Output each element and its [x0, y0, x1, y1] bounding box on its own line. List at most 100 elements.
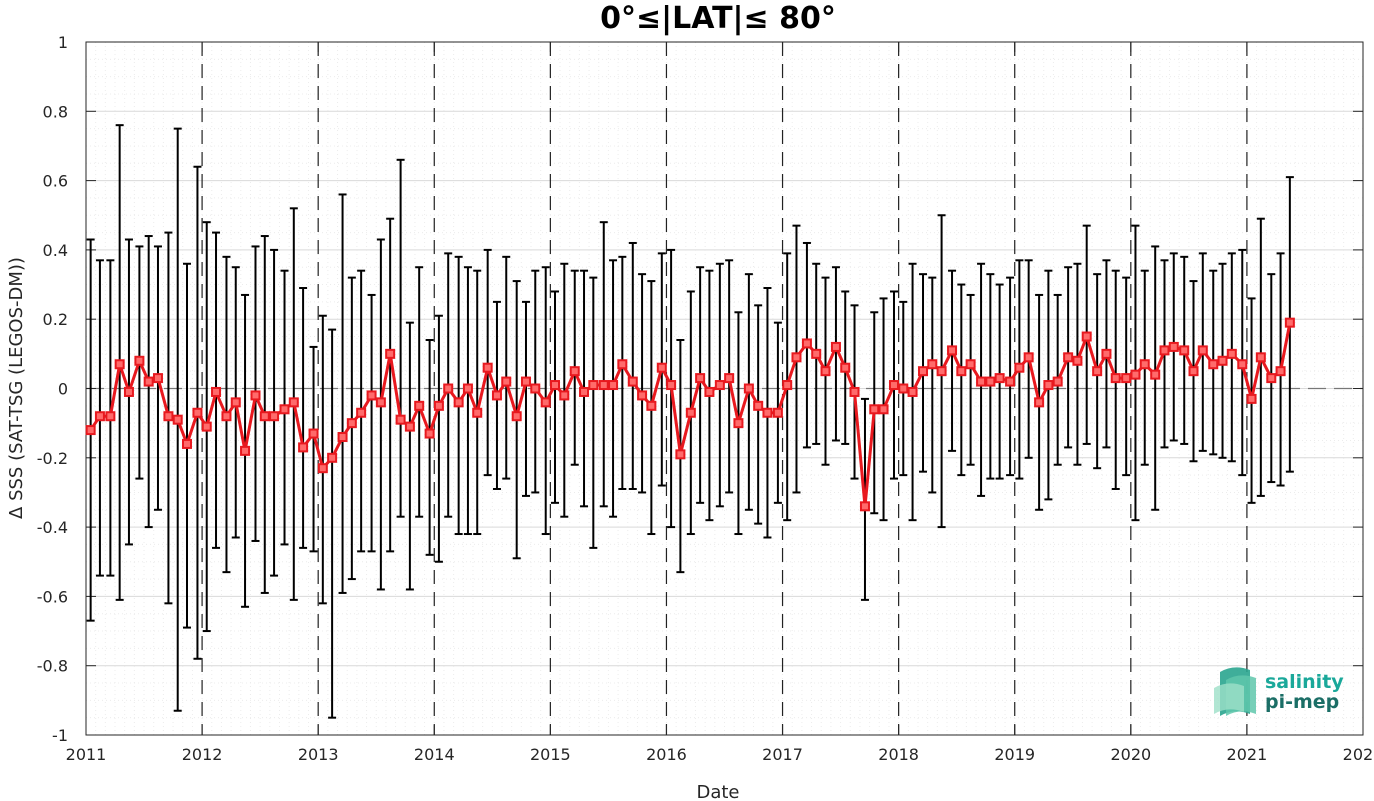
logo-waves-icon — [1214, 667, 1256, 716]
x-tick-label: 2022 — [1343, 745, 1374, 764]
data-point — [1168, 341, 1179, 352]
data-point — [1179, 345, 1190, 356]
data-point — [1063, 352, 1074, 363]
data-point — [859, 501, 870, 512]
chart-title: 0°≤|LAT|≤ 80° — [600, 1, 836, 36]
logo-text-pi-mep: pi-mep — [1265, 691, 1339, 713]
data-point — [869, 404, 880, 415]
data-point — [1266, 373, 1277, 384]
data-point — [695, 373, 706, 384]
data-point — [936, 366, 947, 377]
data-point — [878, 404, 889, 415]
data-point — [511, 411, 522, 422]
y-tick-label: -0.8 — [37, 657, 68, 676]
data-point — [491, 390, 502, 401]
data-point — [375, 397, 386, 408]
data-point — [1208, 359, 1219, 370]
data-point — [201, 421, 212, 432]
data-point — [288, 397, 299, 408]
data-point — [462, 383, 473, 394]
data-point — [298, 442, 309, 453]
data-point — [443, 383, 454, 394]
data-point — [956, 366, 967, 377]
data-point — [1226, 348, 1237, 359]
data-point — [143, 376, 154, 387]
salinity-pi-mep-logo: salinity pi-mep — [1214, 667, 1344, 716]
data-point — [1023, 352, 1034, 363]
x-tick-label: 2019 — [994, 745, 1035, 764]
data-point — [404, 421, 415, 432]
data-point — [1081, 331, 1092, 342]
data-point — [1052, 376, 1063, 387]
x-tick-label: 2012 — [182, 745, 223, 764]
data-point — [114, 359, 125, 370]
data-point — [337, 432, 348, 443]
data-point — [656, 362, 667, 373]
data-point — [791, 352, 802, 363]
data-point — [685, 407, 696, 418]
data-point — [1092, 366, 1103, 377]
data-point — [317, 463, 328, 474]
data-point — [123, 386, 134, 397]
data-point — [1284, 317, 1295, 328]
data-point — [888, 380, 899, 391]
data-point — [849, 386, 860, 397]
y-tick-label: -0.4 — [37, 518, 68, 537]
x-axis-label: Date — [696, 782, 739, 801]
y-tick-label: -0.2 — [37, 449, 68, 468]
data-point — [230, 397, 241, 408]
data-point — [927, 359, 938, 370]
y-axis-label: Δ SSS (SAT-TSG (LEGOS-DM)) — [6, 257, 27, 519]
data-point — [608, 380, 619, 391]
y-tick-label: 0.6 — [43, 172, 68, 191]
data-point — [598, 380, 609, 391]
data-point — [1188, 366, 1199, 377]
data-point — [181, 438, 192, 449]
data-point — [965, 359, 976, 370]
data-point — [811, 348, 822, 359]
data-point — [279, 404, 290, 415]
data-point — [753, 400, 764, 411]
data-point — [646, 400, 657, 411]
x-tick-label: 2013 — [298, 745, 339, 764]
data-point — [259, 411, 270, 422]
data-point — [976, 376, 987, 387]
data-point — [453, 397, 464, 408]
data-point — [366, 390, 377, 401]
data-point — [1255, 352, 1266, 363]
logo-text-salinity: salinity — [1265, 671, 1344, 693]
data-point — [346, 418, 357, 429]
data-point — [898, 383, 909, 394]
data-point — [675, 449, 686, 460]
data-point — [1005, 376, 1016, 387]
data-point — [830, 341, 841, 352]
data-point — [985, 376, 996, 387]
data-point — [530, 383, 541, 394]
data-point — [356, 407, 367, 418]
x-tick-label: 2016 — [646, 745, 687, 764]
data-point — [1072, 355, 1083, 366]
data-point — [85, 425, 96, 436]
data-point — [772, 407, 783, 418]
x-tick-label: 2020 — [1110, 745, 1151, 764]
data-point — [994, 373, 1005, 384]
x-tick-label: 2017 — [762, 745, 803, 764]
y-tick-label: -0.6 — [37, 587, 68, 606]
data-point — [211, 386, 222, 397]
data-point — [1101, 348, 1112, 359]
data-point — [414, 400, 425, 411]
data-point — [163, 411, 174, 422]
data-point — [433, 400, 444, 411]
data-point — [520, 376, 531, 387]
data-point — [1237, 359, 1248, 370]
data-point — [559, 390, 570, 401]
data-point — [569, 366, 580, 377]
x-tick-label: 2011 — [66, 745, 107, 764]
data-point — [1043, 380, 1054, 391]
data-point — [627, 376, 638, 387]
data-point — [907, 386, 918, 397]
x-tick-label: 2021 — [1227, 745, 1268, 764]
data-point — [801, 338, 812, 349]
data-point — [782, 380, 793, 391]
